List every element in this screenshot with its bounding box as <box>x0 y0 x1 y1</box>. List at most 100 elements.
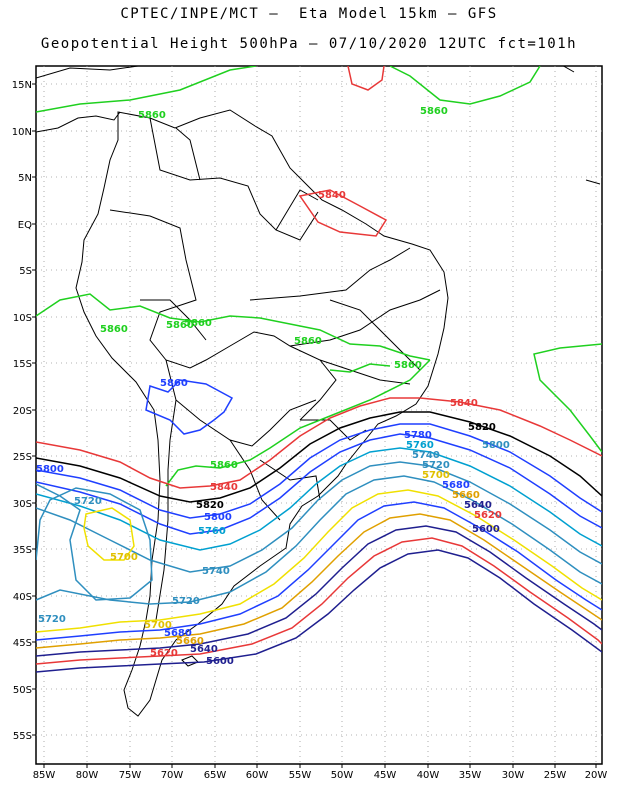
contour-5700-loop <box>83 507 135 561</box>
lat-label: 25S <box>13 452 32 463</box>
label-5620: 5620 <box>150 648 178 659</box>
lon-label: 85W <box>33 770 56 781</box>
south-america-coastline <box>75 109 449 717</box>
central-america-coastline <box>36 66 139 133</box>
label-5680: 5680 <box>442 480 470 491</box>
label-5840: 5840 <box>450 398 478 409</box>
contour-5780 <box>36 433 602 535</box>
map-title-line2: Geopotential Height 500hPa – 07/10/2020 … <box>40 36 578 52</box>
label-5640: 5640 <box>190 644 218 655</box>
lat-label: 10N <box>12 127 32 138</box>
lon-label: 30W <box>502 770 525 781</box>
contour-5860-east <box>533 343 602 453</box>
label-5860: 5860 <box>100 324 128 335</box>
label-5720: 5720 <box>422 460 450 471</box>
contour-5680 <box>36 501 602 641</box>
label-5760: 5760 <box>198 526 226 537</box>
lon-label: 20W <box>585 770 608 781</box>
brazil-state-borders <box>249 247 441 441</box>
lat-label: 5N <box>18 173 32 184</box>
contour-5860-blue-high <box>145 379 234 435</box>
label-5700: 5700 <box>422 470 450 481</box>
contour-5660 <box>36 513 602 649</box>
contour-5800 <box>36 423 602 519</box>
lat-label: 40S <box>13 592 32 603</box>
label-5660: 5660 <box>176 636 204 647</box>
label-5720: 5720 <box>74 496 102 507</box>
lat-label: 35S <box>13 545 32 556</box>
contour-5820 <box>36 411 602 503</box>
label-5620: 5620 <box>474 510 502 521</box>
contour-lines <box>36 66 602 673</box>
label-5660: 5660 <box>452 490 480 501</box>
label-5640: 5640 <box>464 500 492 511</box>
contour-5720 <box>36 475 602 605</box>
label-5800: 5800 <box>482 440 510 451</box>
label-5800: 5800 <box>36 464 64 475</box>
label-5700: 5700 <box>144 620 172 631</box>
lat-label: EQ <box>18 220 32 231</box>
lat-label: 20S <box>13 406 32 417</box>
contour-5840-small <box>298 66 388 237</box>
label-5860: 5860 <box>184 318 212 329</box>
label-5740: 5740 <box>412 450 440 461</box>
label-5600: 5600 <box>472 524 500 535</box>
lon-label: 80W <box>76 770 99 781</box>
label-5840: 5840 <box>210 482 238 493</box>
contour-5600 <box>36 549 602 673</box>
map-title-line1: CPTEC/INPE/MCT – Eta Model 15km – GFS <box>120 6 498 22</box>
contour-5700 <box>36 489 602 633</box>
latitude-axis: 15N 10N 5N EQ 5S 10S 15S 20S 25S 30S 35S… <box>12 80 32 742</box>
lon-label: 25W <box>544 770 567 781</box>
label-5600: 5600 <box>206 656 234 667</box>
lon-label: 65W <box>204 770 227 781</box>
contour-5860-tropical <box>36 293 431 487</box>
lat-label: 50S <box>13 685 32 696</box>
plot-frame <box>35 65 603 765</box>
lat-label: 45S <box>13 638 32 649</box>
label-5780: 5780 <box>404 430 432 441</box>
contour-5740 <box>36 461 602 573</box>
label-5700: 5700 <box>110 552 138 563</box>
lat-label: 15S <box>13 359 32 370</box>
lat-label: 10S <box>13 313 32 324</box>
lon-label: 70W <box>161 770 184 781</box>
contour-5640 <box>36 525 602 657</box>
lat-label: 5S <box>19 266 32 277</box>
lon-label: 40W <box>417 770 440 781</box>
contour-labels: 5860 5860 5860 5860 5860 5860 5860 5860 … <box>36 106 510 667</box>
label-5860: 5860 <box>138 110 166 121</box>
lat-label: 30S <box>13 499 32 510</box>
label-5820: 5820 <box>196 500 224 511</box>
lon-label: 55W <box>289 770 312 781</box>
lon-label: 60W <box>246 770 269 781</box>
label-5740: 5740 <box>202 566 230 577</box>
contour-5720-loop <box>36 483 153 601</box>
contour-5860-north <box>36 66 541 113</box>
label-5680: 5680 <box>164 628 192 639</box>
label-5860-blue: 5860 <box>160 378 188 389</box>
label-5860: 5860 <box>210 460 238 471</box>
coastlines <box>36 66 601 717</box>
label-5800: 5800 <box>204 512 232 523</box>
label-5860: 5860 <box>394 360 422 371</box>
lon-label: 35W <box>459 770 482 781</box>
contour-5840-main <box>36 397 602 489</box>
lon-label: 50W <box>331 770 354 781</box>
label-5840: 5840 <box>318 190 346 201</box>
contour-5760 <box>36 447 602 551</box>
longitude-axis: 85W 80W 75W 70W 65W 60W 55W 50W 45W 40W … <box>33 770 608 781</box>
contour-5620 <box>36 537 602 665</box>
label-5720: 5720 <box>172 596 200 607</box>
label-5860: 5860 <box>166 320 194 331</box>
label-5860: 5860 <box>420 106 448 117</box>
lat-label: 15N <box>12 80 32 91</box>
label-5860: 5860 <box>294 336 322 347</box>
label-5820: 5820 <box>468 422 496 433</box>
lon-label: 75W <box>119 770 142 781</box>
lon-label: 45W <box>374 770 397 781</box>
caribbean-islands <box>350 66 601 185</box>
lat-label: 55S <box>13 731 32 742</box>
label-5720: 5720 <box>38 614 66 625</box>
